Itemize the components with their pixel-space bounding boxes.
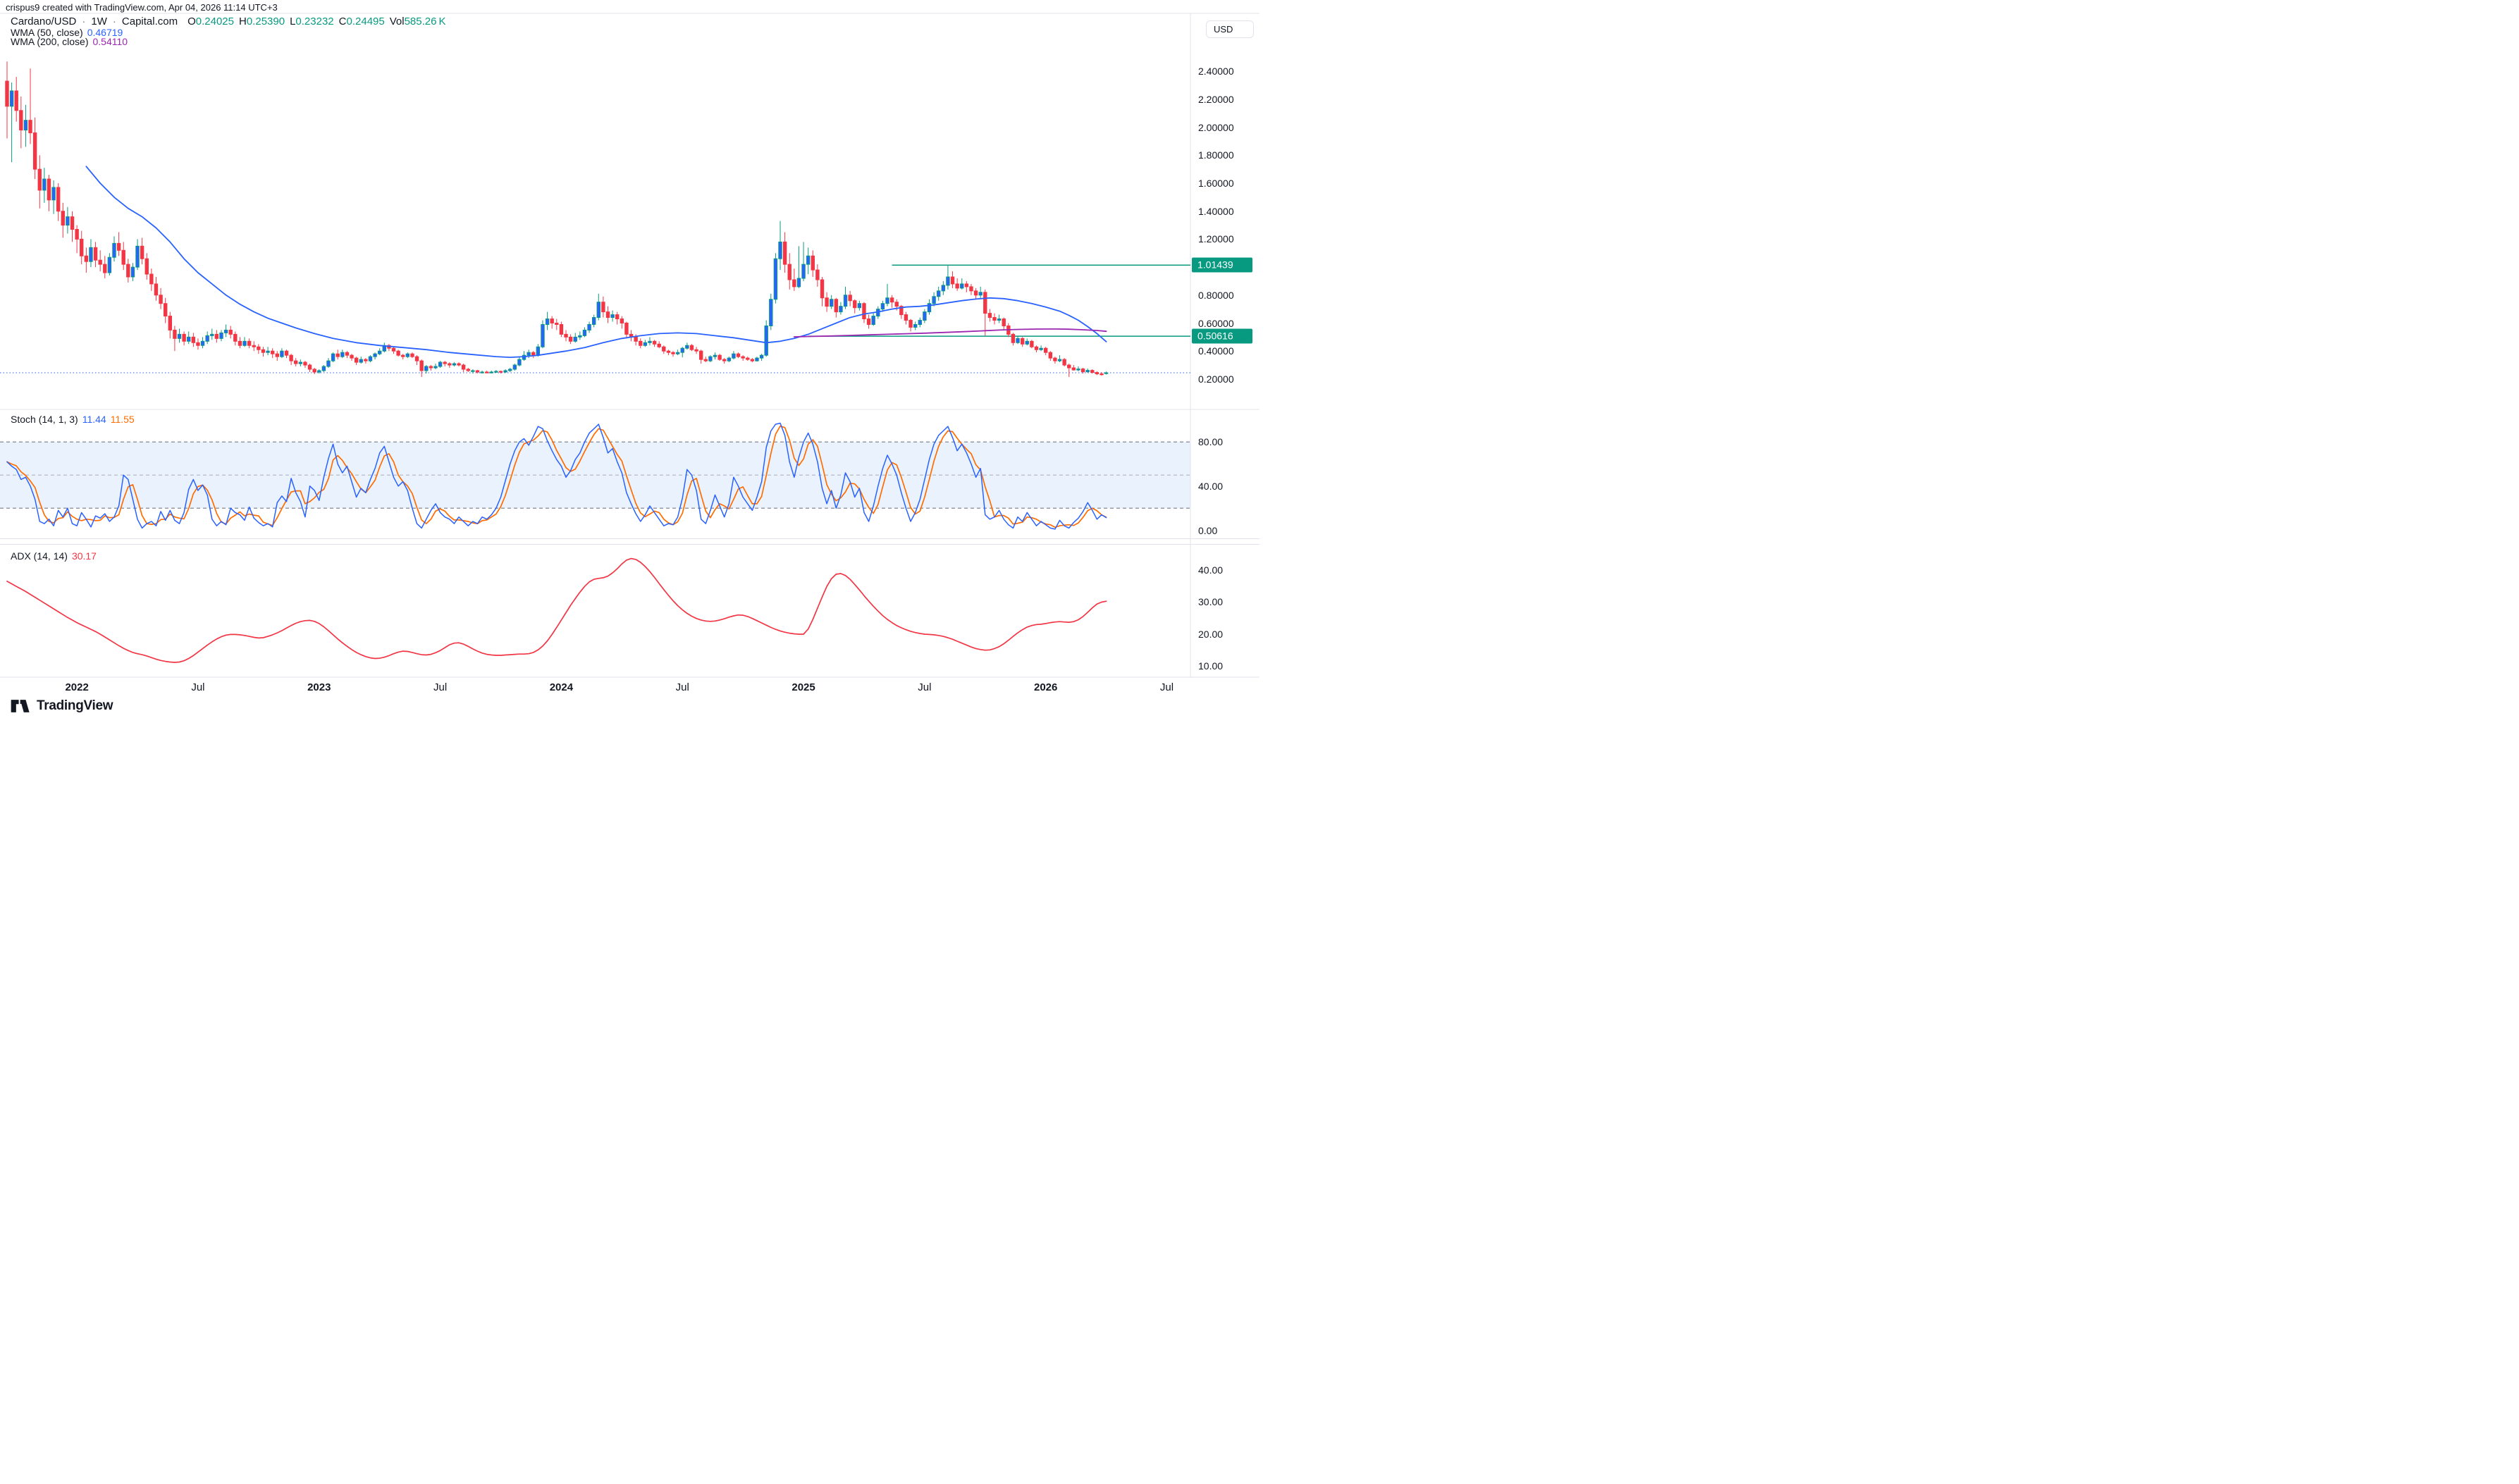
candles <box>5 61 1109 377</box>
adx-line <box>6 557 1107 663</box>
currency-toggle-button[interactable]: USD <box>1206 20 1254 38</box>
tradingview-logo-text: TradingView <box>37 698 113 713</box>
stoch-d-line <box>6 425 1107 528</box>
stoch-overbought-oversold-band <box>0 441 1190 509</box>
tradingview-logo-icon <box>11 700 30 712</box>
tradingview-logo[interactable]: TradingView <box>11 698 113 714</box>
pane-borders <box>0 13 1260 678</box>
wma200-line <box>793 328 1107 338</box>
wma50-line <box>85 166 1107 359</box>
tradingview-chart: crispus9 created with TradingView.com, A… <box>0 0 1260 742</box>
chart-canvas[interactable] <box>0 0 1260 742</box>
stoch-k-line <box>6 422 1107 530</box>
